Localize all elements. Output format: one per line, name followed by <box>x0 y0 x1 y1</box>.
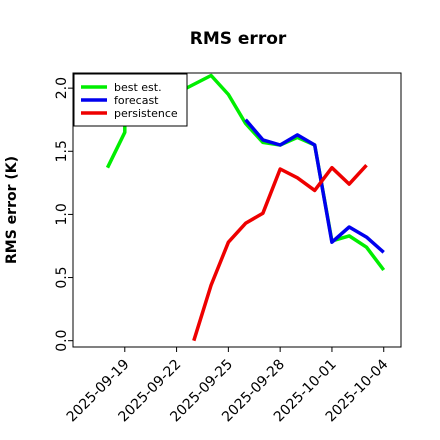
series-line-persistence <box>192 164 368 342</box>
plot-frame <box>72 72 402 348</box>
y-tick-label: 2.0 <box>54 77 70 99</box>
y-tick-label: 0.0 <box>54 330 70 352</box>
y-tick-label: 1.5 <box>54 140 70 162</box>
chart-title: RMS error <box>190 29 287 49</box>
y-tick-label: 1.0 <box>54 203 70 225</box>
legend-label: forecast <box>114 94 159 107</box>
y-axis-label: RMS error (K) <box>4 156 20 264</box>
series-line-forecast <box>244 118 385 254</box>
legend-label: persistence <box>114 107 178 120</box>
axis-ticks: 0.00.51.01.52.02025-09-192025-09-222025-… <box>54 77 392 425</box>
y-tick-label: 0.5 <box>54 266 70 288</box>
legend-label: best est. <box>114 81 162 94</box>
